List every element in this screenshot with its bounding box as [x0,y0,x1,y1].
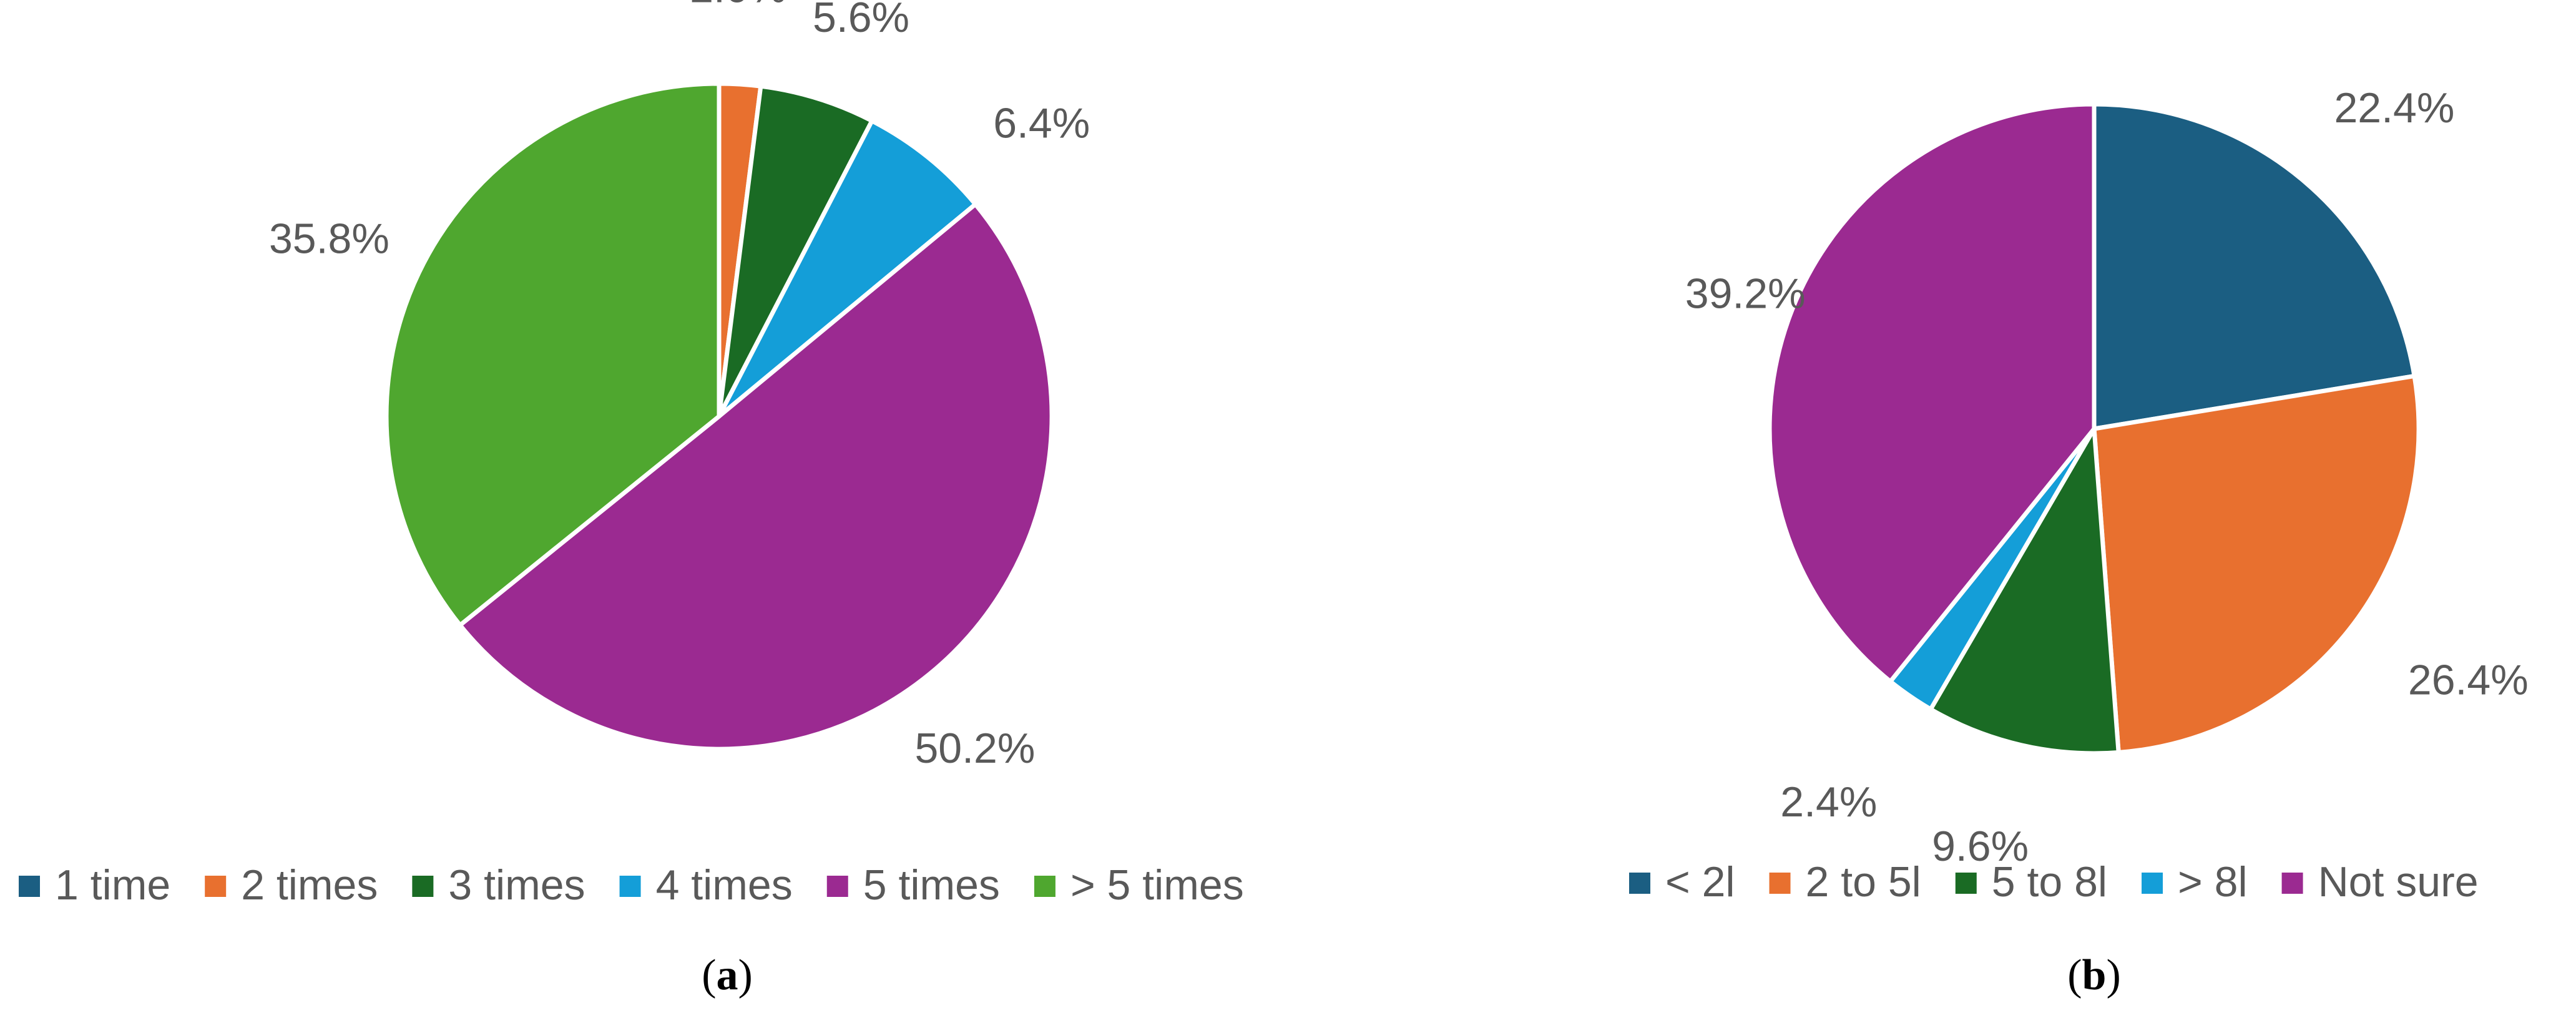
data-label: 39.2% [1685,270,1806,318]
data-label: 5.6% [813,0,909,41]
pie-chart-a: 2.0% 5.6% 6.4% 50.2% 35.8% 1 time 2 times 3 tim… [19,0,1244,999]
legend-label: < 2l [1665,858,1735,906]
legend: < 2l 2 to 5l 5 to 8l > 8l Not sure [1629,858,2479,906]
data-label: 22.4% [2334,84,2454,132]
pie-slice-not-sure [1767,102,2097,684]
pie-slice-4-times [717,119,978,419]
data-label: 50.2% [914,725,1035,772]
pie-chart-b: 22.4% 26.4% 9.6% 2.4% 39.2% < 2l 2 to 5l 5 to 8… [1629,84,2529,999]
legend-swatch [826,876,848,897]
legend-label: Not sure [2318,858,2479,906]
legend-swatch [19,876,40,897]
legend-label: 2 times [241,861,378,909]
legend-swatch [412,876,434,897]
legend-label: 5 to 8l [1992,858,2107,906]
legend-label: > 8l [2178,858,2248,906]
legend-label: 5 times [863,861,1000,909]
data-label: 2.4% [1780,778,1877,826]
data-label: 26.4% [2408,656,2529,703]
legend-swatch [205,876,227,897]
figure-caption: (b) [2067,951,2121,999]
legend-label: 3 times [448,861,585,909]
figure-caption: (a) [702,951,753,999]
legend-swatch [1955,873,1977,894]
pie-slice-5-times [458,202,1054,751]
pie-slice-2-to-5l [2092,373,2421,755]
pie-slice-5-to-8l [1928,426,2121,756]
legend-swatch [2142,873,2163,894]
legend-label: 4 times [656,861,793,909]
legend-swatch [1034,876,1055,897]
legend-swatch [1629,873,1650,894]
legend-label: 2 to 5l [1806,858,1921,906]
data-label: 2.0% [690,0,786,11]
pie-slice-2l [2092,102,2417,431]
legend-swatch [2281,873,2303,894]
legend-label: 1 time [55,861,170,909]
legend: 1 time 2 times 3 times 4 times 5 times > 5 ti… [19,861,1244,909]
legend-swatch [619,876,641,897]
legend-label: > 5 times [1070,861,1244,909]
pie-slice-3-times [717,84,874,419]
pie-slice-5-times [384,81,722,628]
legend-swatch [1769,873,1791,894]
data-label: 35.8% [269,215,389,262]
data-label: 6.4% [993,100,1090,147]
data-label: 9.6% [1932,823,2029,870]
